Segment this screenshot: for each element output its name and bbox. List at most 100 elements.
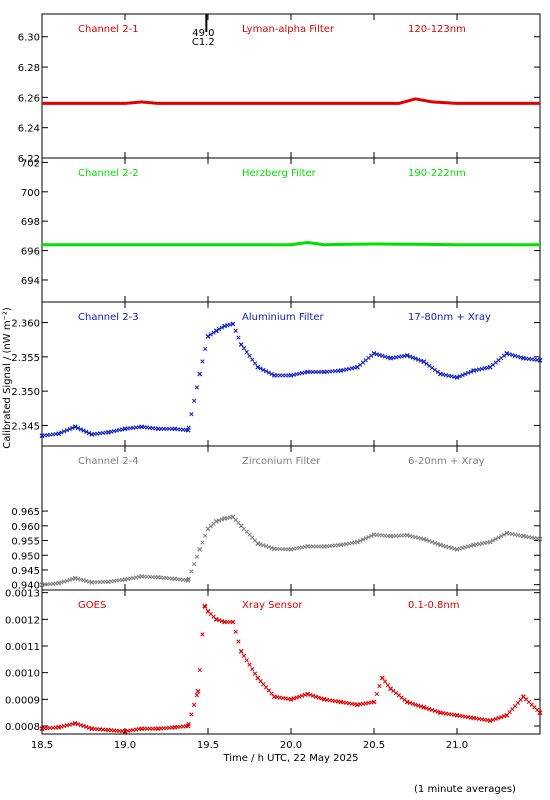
data-point — [501, 532, 507, 537]
data-point — [454, 375, 460, 380]
data-point — [86, 430, 92, 436]
data-point — [465, 370, 471, 376]
band-label: 0.1-0.8nm — [408, 600, 460, 611]
data-point — [216, 327, 222, 332]
x-tick-label: 20.5 — [363, 740, 385, 751]
data-point — [263, 543, 269, 549]
data-point — [241, 346, 247, 351]
data-point — [427, 706, 432, 712]
data-point — [380, 675, 385, 681]
y-tick-label: 0.0012 — [5, 615, 40, 626]
data-point — [219, 325, 224, 330]
data-point — [435, 541, 440, 547]
data-point — [78, 722, 83, 728]
data-point — [537, 536, 543, 542]
channel-label: Channel 2-4 — [78, 456, 139, 467]
data-point — [186, 425, 191, 430]
band-label: 120-123nm — [408, 24, 466, 35]
data-point — [192, 702, 197, 707]
data-point — [537, 358, 543, 363]
x-tick-label: 20.0 — [280, 740, 302, 751]
data-point — [418, 704, 424, 709]
data-point — [56, 431, 61, 436]
y-axis-label: Calibrated Signal / (nW m⁻²) — [2, 307, 13, 449]
data-point — [371, 699, 377, 705]
y-tick-label: 0.960 — [11, 522, 40, 533]
y-tick-label: 6.28 — [18, 63, 40, 74]
data-point — [460, 372, 465, 378]
data-point — [203, 346, 208, 352]
data-point — [250, 666, 255, 672]
data-point — [183, 577, 189, 583]
flare-label: 49.0 — [192, 28, 214, 39]
band-label: 6-20nm + Xray — [408, 456, 485, 467]
data-point — [78, 427, 83, 432]
data-point — [84, 429, 89, 434]
data-point — [233, 328, 238, 333]
panel-frame — [41, 13, 541, 159]
data-point — [59, 430, 64, 435]
y-tick-label: 0.940 — [11, 581, 40, 592]
data-point — [435, 709, 440, 714]
data-point — [261, 367, 266, 373]
filter-label: Xray Sensor — [242, 600, 303, 611]
data-point — [305, 691, 310, 697]
panel-4: 0.940 0.945 0.950 0.955 0.960 0.965 Channel 2-… — [11, 445, 543, 592]
data-point — [230, 619, 236, 625]
data-point — [255, 364, 260, 370]
data-point — [236, 335, 241, 340]
data-point — [247, 662, 252, 667]
data-point — [75, 722, 81, 727]
data-point — [214, 519, 219, 524]
data-point — [416, 357, 421, 362]
data-point — [244, 349, 249, 355]
data-point — [219, 618, 224, 624]
data-point — [488, 539, 493, 545]
y-tick-label: 2.355 — [11, 353, 40, 364]
data-point — [205, 334, 211, 339]
panel-frame — [41, 157, 541, 303]
data-point — [263, 369, 269, 374]
panel-5: 0.0008 0.0009 0.0010 0.0011 0.0012 0.0013 GOES… — [5, 589, 543, 735]
data-point — [64, 428, 70, 433]
data-point — [189, 569, 194, 574]
data-point — [258, 542, 263, 547]
data-point — [250, 357, 255, 362]
data-point — [200, 540, 205, 545]
data-point — [208, 332, 213, 337]
data-point — [194, 554, 200, 559]
data-point — [266, 370, 272, 375]
data-point — [192, 398, 197, 403]
data-point — [316, 695, 321, 700]
x-tick-label: 19.0 — [114, 740, 136, 751]
panel-frame — [41, 589, 541, 735]
y-tick-label: 0.950 — [11, 551, 40, 562]
data-point — [84, 724, 89, 730]
data-point — [233, 629, 238, 634]
data-point — [203, 604, 208, 610]
channel-label: Channel 2-3 — [78, 312, 139, 323]
data-point — [499, 714, 504, 720]
series-line — [42, 240, 540, 247]
data-point — [214, 328, 219, 333]
data-point — [189, 412, 194, 417]
data-point — [266, 544, 272, 550]
data-point — [413, 702, 418, 707]
data-point — [64, 578, 70, 583]
filter-label: Lyman-alpha Filter — [242, 24, 335, 35]
data-point — [366, 534, 371, 540]
data-point — [424, 706, 429, 711]
data-point — [197, 547, 202, 552]
panel-1: 6.22 6.24 6.26 6.28 6.30 Channel 2-1 Lyman-alp… — [18, 13, 541, 165]
data-point — [194, 385, 200, 390]
data-point — [496, 715, 501, 721]
data-point — [413, 356, 418, 361]
filter-label: Zirconium Filter — [242, 456, 321, 467]
band-label: 190-222nm — [408, 168, 466, 179]
footnote: (1 minute averages) — [414, 784, 516, 795]
data-point — [407, 700, 413, 706]
data-point — [358, 538, 363, 543]
data-point — [490, 538, 496, 543]
data-point — [258, 366, 263, 371]
